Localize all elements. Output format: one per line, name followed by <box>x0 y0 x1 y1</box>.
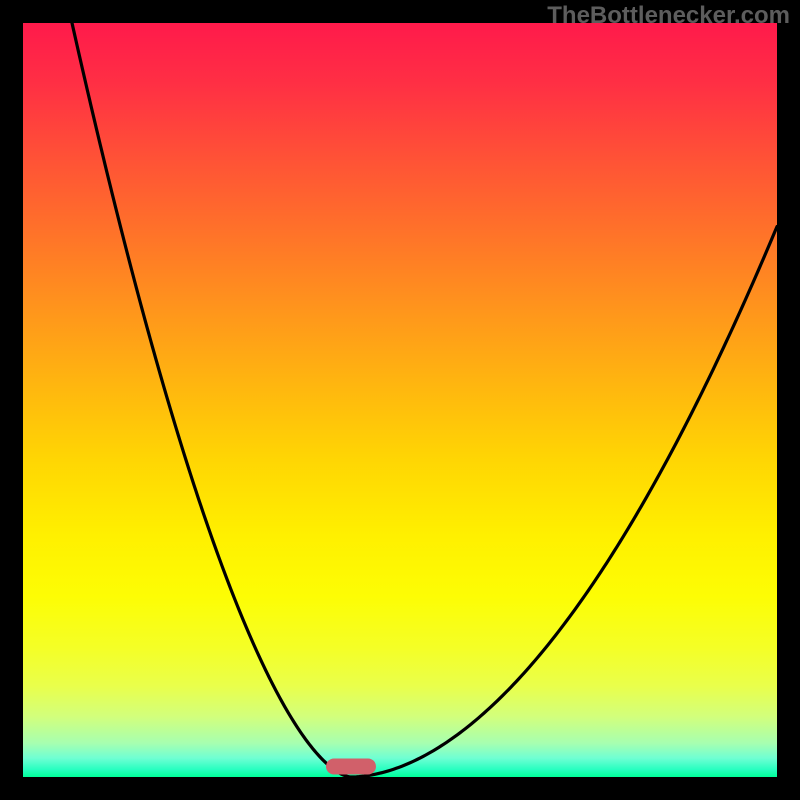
bottleneck-chart <box>0 0 800 800</box>
optimal-marker <box>326 758 376 774</box>
watermark-text: TheBottlenecker.com <box>547 2 790 30</box>
frame-bottom <box>0 777 800 800</box>
frame-right <box>777 0 800 800</box>
frame-left <box>0 0 23 800</box>
plot-background <box>23 23 777 777</box>
